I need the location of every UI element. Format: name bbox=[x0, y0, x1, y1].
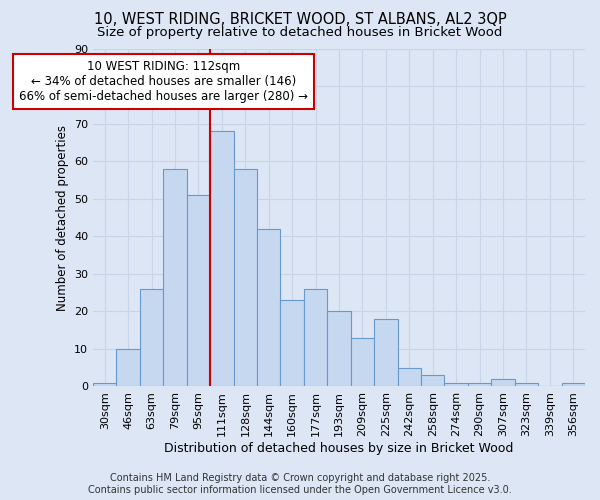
Bar bbox=[304, 289, 328, 386]
Bar bbox=[140, 289, 163, 386]
Bar bbox=[233, 169, 257, 386]
Bar bbox=[398, 368, 421, 386]
Y-axis label: Number of detached properties: Number of detached properties bbox=[56, 124, 68, 310]
Bar bbox=[187, 195, 210, 386]
Bar bbox=[257, 229, 280, 386]
Bar bbox=[562, 382, 585, 386]
Text: Contains HM Land Registry data © Crown copyright and database right 2025.
Contai: Contains HM Land Registry data © Crown c… bbox=[88, 474, 512, 495]
Bar bbox=[210, 132, 233, 386]
Bar bbox=[116, 349, 140, 387]
Bar bbox=[491, 379, 515, 386]
Bar bbox=[351, 338, 374, 386]
Bar bbox=[93, 382, 116, 386]
Bar bbox=[421, 375, 445, 386]
Bar bbox=[280, 300, 304, 386]
Bar bbox=[515, 382, 538, 386]
Bar bbox=[374, 319, 398, 386]
Text: 10, WEST RIDING, BRICKET WOOD, ST ALBANS, AL2 3QP: 10, WEST RIDING, BRICKET WOOD, ST ALBANS… bbox=[94, 12, 506, 28]
Bar bbox=[445, 382, 468, 386]
Bar bbox=[468, 382, 491, 386]
X-axis label: Distribution of detached houses by size in Bricket Wood: Distribution of detached houses by size … bbox=[164, 442, 514, 455]
Text: Size of property relative to detached houses in Bricket Wood: Size of property relative to detached ho… bbox=[97, 26, 503, 39]
Bar bbox=[328, 312, 351, 386]
Text: 10 WEST RIDING: 112sqm
← 34% of detached houses are smaller (146)
66% of semi-de: 10 WEST RIDING: 112sqm ← 34% of detached… bbox=[19, 60, 308, 103]
Bar bbox=[163, 169, 187, 386]
